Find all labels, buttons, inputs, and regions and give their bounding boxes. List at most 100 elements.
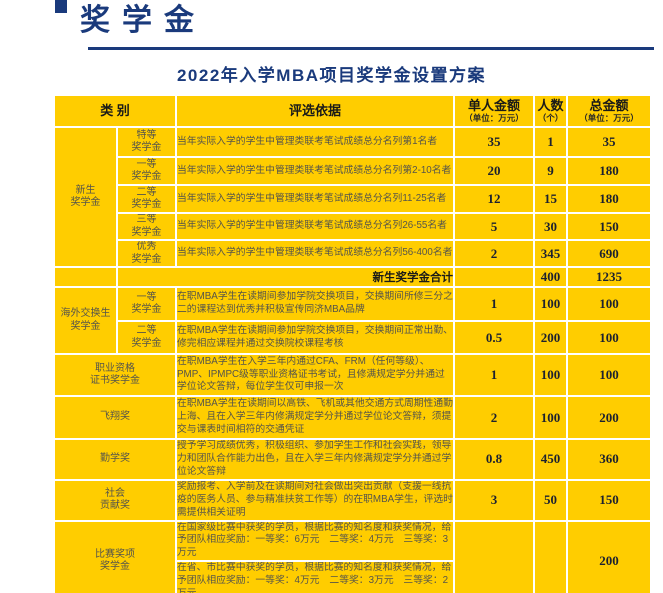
table-row-competition-provincial: 在省、市比赛中获奖的学员，根据比赛的知名度和获奖情况，给予团队相应奖励：一等奖：… xyxy=(55,562,650,593)
group-cell-certificate: 职业资格 证书奖学金 xyxy=(55,355,175,395)
criteria-cell: 在职MBA学生在读期间参加学院交换项目，交换期间所修三分之二的课程达到优秀并积极… xyxy=(177,288,453,320)
criteria-cell: 当年实际入学的学生中管理类联考笔试成绩总分名列26-55名者 xyxy=(177,214,453,239)
header-count: 人数 （个） xyxy=(535,96,566,126)
amount-cell: 2 xyxy=(455,397,533,438)
amount-cell: 5 xyxy=(455,214,533,239)
total-cell: 1235 xyxy=(568,268,650,286)
count-cell: 200 xyxy=(535,322,566,353)
amount-cell: 3 xyxy=(455,480,533,520)
header-total-unit: （单位：万元） xyxy=(579,112,639,123)
tier-cell: 二等 奖学金 xyxy=(118,186,175,212)
criteria-cell: 在职MBA学生在入学三年内通过CFA、FRM（任何等级）、PMP、IPMPC级等… xyxy=(177,355,453,395)
amount-cell xyxy=(455,521,533,593)
table-row-social: 社会 贡献奖 奖励报考、入学前及在读期间对社会做出突出贡献（支援一线抗疫的医务人… xyxy=(55,480,650,520)
count-cell: 30 xyxy=(535,214,566,239)
header-amount-unit: （单位：万元） xyxy=(464,112,524,123)
header-category-label: 类 别 xyxy=(100,102,130,118)
criteria-cell: 奖励报考、入学前及在读期间对社会做出突出贡献（支援一线抗疫的医务人员、参与精准扶… xyxy=(177,480,453,520)
count-cell: 100 xyxy=(535,355,566,395)
total-cell: 180 xyxy=(568,186,650,212)
group-cell-diligence: 勤学奖 xyxy=(55,440,175,479)
criteria-cell: 授予学习成绩优秀，积极组织、参加学生工作和社会实践，领导力和团队合作能力出色，且… xyxy=(177,440,453,479)
criteria-cell: 在省、市比赛中获奖的学员，根据比赛的知名度和获奖情况，给予团队相应奖励：一等奖：… xyxy=(177,562,453,593)
header-criteria: 评选依据 xyxy=(177,96,453,126)
count-cell: 345 xyxy=(535,241,566,266)
amount-cell: 0.8 xyxy=(455,440,533,479)
scholarship-table: 类 别 评选依据 单人金额 （单位：万元） 人数 （个） 总金额 （单位：万元）… xyxy=(53,94,652,593)
total-cell: 100 xyxy=(568,288,650,320)
table-header-row: 类 别 评选依据 单人金额 （单位：万元） 人数 （个） 总金额 （单位：万元） xyxy=(55,96,650,126)
header-category: 类 别 xyxy=(55,96,175,126)
table-row-freshman-first: 一等 奖学金 当年实际入学的学生中管理类联考笔试成绩总分名列第2-10名者 20… xyxy=(55,158,650,184)
amount-cell: 20 xyxy=(455,158,533,184)
table-row-certificate: 职业资格 证书奖学金 在职MBA学生在入学三年内通过CFA、FRM（任何等级）、… xyxy=(55,355,650,395)
count-cell: 400 xyxy=(535,268,566,286)
total-cell: 200 xyxy=(568,521,650,593)
group-cell-competition: 比赛奖项 奖学金 xyxy=(55,521,175,593)
header-criteria-label: 评选依据 xyxy=(288,102,341,118)
header-count-label: 人数 xyxy=(537,97,564,113)
table-row-freshman-subtotal: 新生奖学金合计 400 1235 xyxy=(55,268,650,286)
total-cell: 150 xyxy=(568,214,650,239)
tier-cell: 三等 奖学金 xyxy=(118,214,175,239)
total-cell: 100 xyxy=(568,355,650,395)
criteria-cell: 在国家级比赛中获奖的学员，根据比赛的知名度和获奖情况，给予团队相应奖励：一等奖：… xyxy=(177,521,453,561)
count-cell: 15 xyxy=(535,186,566,212)
header-total: 总金额 （单位：万元） xyxy=(568,96,650,126)
criteria-cell: 当年实际入学的学生中管理类联考笔试成绩总分名列56-400名者 xyxy=(177,241,453,266)
empty-cell xyxy=(55,268,116,286)
tier-cell: 优秀 奖学金 xyxy=(118,241,175,266)
amount-cell: 12 xyxy=(455,186,533,212)
tier-cell: 二等 奖学金 xyxy=(118,322,175,353)
total-cell: 150 xyxy=(568,480,650,520)
header-total-label: 总金额 xyxy=(589,97,629,113)
table-row-freshman-second: 二等 奖学金 当年实际入学的学生中管理类联考笔试成绩总分名列11-25名者 12… xyxy=(55,186,650,212)
criteria-cell: 在职MBA学生在读期间参加学院交换项目，交换期间正常出勤、修完相应课程并通过交换… xyxy=(177,322,453,353)
total-cell: 180 xyxy=(568,158,650,184)
group-cell-flying: 飞翔奖 xyxy=(55,397,175,438)
table-row-exchange-second: 二等 奖学金 在职MBA学生在读期间参加学院交换项目，交换期间正常出勤、修完相应… xyxy=(55,322,650,353)
total-cell: 200 xyxy=(568,397,650,438)
count-cell: 50 xyxy=(535,480,566,520)
criteria-cell: 当年实际入学的学生中管理类联考笔试成绩总分名列第1名者 xyxy=(177,128,453,156)
amount-cell: 2 xyxy=(455,241,533,266)
table-row-competition-national: 比赛奖项 奖学金 在国家级比赛中获奖的学员，根据比赛的知名度和获奖情况，给予团队… xyxy=(55,521,650,593)
tier-cell: 特等 奖学金 xyxy=(118,128,175,156)
criteria-cell: 当年实际入学的学生中管理类联考笔试成绩总分名列11-25名者 xyxy=(177,186,453,212)
table-row-diligence: 勤学奖 授予学习成绩优秀，积极组织、参加学生工作和社会实践，领导力和团队合作能力… xyxy=(55,440,650,479)
group-cell-freshman: 新生 奖学金 xyxy=(55,128,116,266)
amount-cell: 1 xyxy=(455,288,533,320)
amount-cell: 35 xyxy=(455,128,533,156)
amount-cell xyxy=(455,268,533,286)
count-cell: 9 xyxy=(535,158,566,184)
table-row-freshman-excellent: 优秀 奖学金 当年实际入学的学生中管理类联考笔试成绩总分名列56-400名者 2… xyxy=(55,241,650,266)
amount-cell: 0.5 xyxy=(455,322,533,353)
tier-cell: 一等 奖学金 xyxy=(118,158,175,184)
total-cell: 35 xyxy=(568,128,650,156)
count-cell xyxy=(535,521,566,593)
count-cell: 100 xyxy=(535,397,566,438)
total-cell: 690 xyxy=(568,241,650,266)
header-amount: 单人金额 （单位：万元） xyxy=(455,96,533,126)
group-cell-exchange: 海外交换生 奖学金 xyxy=(55,288,116,353)
table-row-freshman-third: 三等 奖学金 当年实际入学的学生中管理类联考笔试成绩总分名列26-55名者 5 … xyxy=(55,214,650,239)
total-cell: 360 xyxy=(568,440,650,479)
table-row-freshman-special: 新生 奖学金 特等 奖学金 当年实际入学的学生中管理类联考笔试成绩总分名列第1名… xyxy=(55,128,650,266)
table-row-flying: 飞翔奖 在职MBA学生在读期间以高铁、飞机或其他交通方式周期性通勤上海、且在入学… xyxy=(55,397,650,438)
count-cell: 100 xyxy=(535,288,566,320)
criteria-cell: 当年实际入学的学生中管理类联考笔试成绩总分名列第2-10名者 xyxy=(177,158,453,184)
title-underline xyxy=(88,47,654,50)
scheme-subtitle: 2022年入学MBA项目奖学金设置方案 xyxy=(176,66,487,85)
tier-cell: 一等 奖学金 xyxy=(118,288,175,320)
header-count-unit: （个） xyxy=(537,112,564,123)
group-cell-social: 社会 贡献奖 xyxy=(55,480,175,520)
subtotal-label-cell: 新生奖学金合计 xyxy=(118,268,453,286)
amount-cell: 1 xyxy=(455,355,533,395)
page-title: 奖学金 xyxy=(80,4,206,37)
table-row-exchange-first: 海外交换生 奖学金 一等 奖学金 在职MBA学生在读期间参加学院交换项目，交换期… xyxy=(55,288,650,353)
count-cell: 1 xyxy=(535,128,566,156)
title-square-marker xyxy=(55,0,67,13)
header-amount-label: 单人金额 xyxy=(467,97,520,113)
total-cell: 100 xyxy=(568,322,650,353)
